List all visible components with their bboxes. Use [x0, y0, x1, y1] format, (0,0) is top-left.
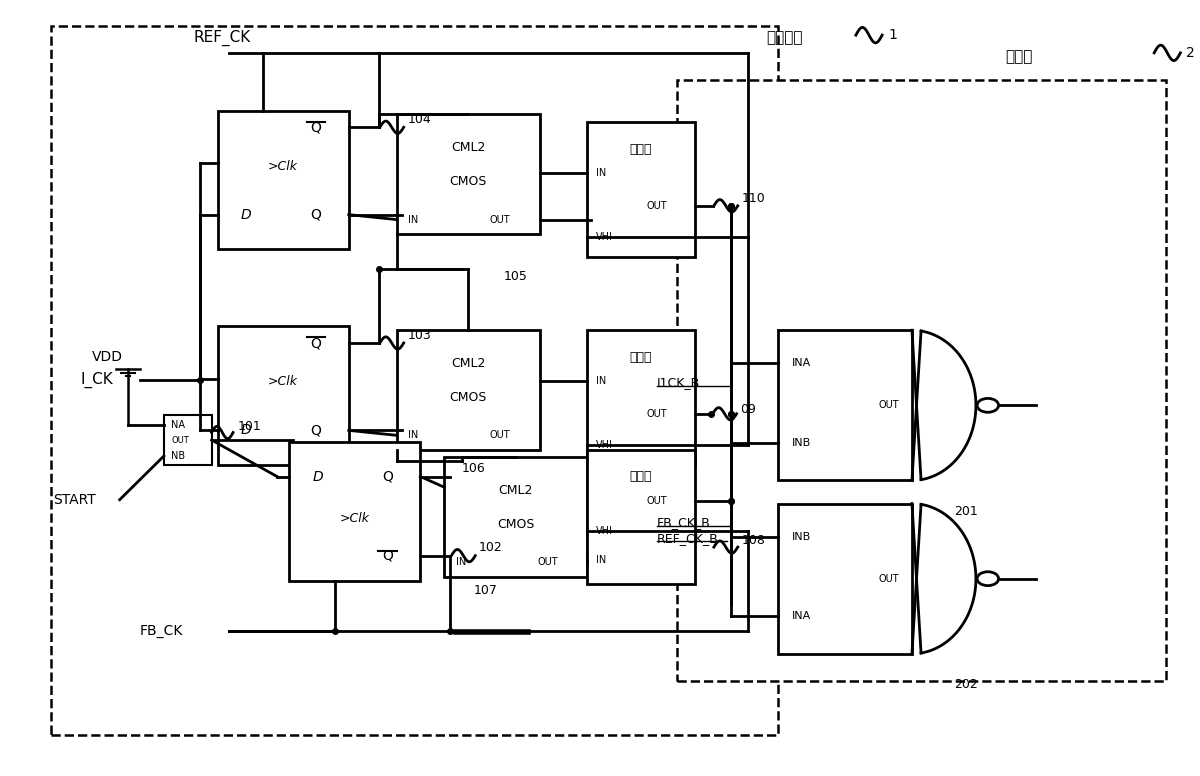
Text: CMOS: CMOS [450, 175, 487, 188]
Text: OUT: OUT [647, 409, 667, 419]
Text: REF_CK: REF_CK [193, 29, 251, 46]
Text: IN: IN [596, 376, 606, 386]
Text: 2: 2 [1187, 46, 1195, 60]
Text: 107: 107 [474, 584, 498, 597]
Text: Q: Q [311, 208, 322, 222]
Text: FB_CK_B: FB_CK_B [656, 516, 710, 529]
Bar [50, 26, 779, 735]
Bar [289, 442, 420, 580]
Text: CML2: CML2 [451, 141, 485, 154]
Text: 108: 108 [742, 535, 766, 547]
Bar [164, 415, 211, 465]
Bar [677, 80, 1166, 681]
Text: 202: 202 [954, 678, 978, 691]
Text: >Clk: >Clk [268, 376, 298, 388]
Text: I1CK_B: I1CK_B [656, 376, 700, 390]
Text: NA: NA [172, 420, 185, 430]
Text: D: D [313, 469, 323, 483]
Text: 110: 110 [742, 192, 766, 205]
Text: IN: IN [456, 557, 466, 567]
Text: IN: IN [596, 168, 606, 178]
Text: IN: IN [596, 555, 606, 565]
Bar [588, 331, 695, 465]
Text: Q: Q [382, 469, 394, 483]
Text: D: D [241, 208, 252, 222]
Text: Q: Q [311, 120, 322, 134]
Text: CMOS: CMOS [497, 518, 534, 531]
Bar [396, 331, 540, 449]
Text: OUT: OUT [647, 201, 667, 211]
Text: 106: 106 [462, 462, 486, 476]
Bar [588, 449, 695, 584]
Text: OUT: OUT [878, 573, 899, 584]
Text: OUT: OUT [878, 400, 899, 411]
Text: IN: IN [408, 431, 419, 440]
Bar [217, 327, 349, 465]
Text: 1: 1 [888, 28, 896, 42]
Text: 105: 105 [504, 270, 528, 282]
Text: OUT: OUT [490, 431, 510, 440]
Text: 缓冲器: 缓冲器 [630, 470, 653, 483]
Text: NB: NB [172, 451, 185, 461]
Text: INA: INA [792, 359, 811, 369]
Bar [444, 457, 588, 577]
Text: REF_CK_B: REF_CK_B [656, 532, 719, 545]
Text: 09: 09 [740, 404, 756, 417]
Text: START: START [53, 493, 96, 507]
Text: INA: INA [792, 611, 811, 622]
Text: OUT: OUT [647, 496, 667, 506]
Text: VHI: VHI [596, 440, 613, 450]
Text: OUT: OUT [172, 435, 188, 445]
Text: INB: INB [792, 438, 811, 448]
Bar [588, 122, 695, 257]
Text: 缓冲器: 缓冲器 [630, 351, 653, 364]
Bar [217, 111, 349, 249]
Text: 鉴相器: 鉴相器 [1006, 49, 1032, 64]
Text: 101: 101 [238, 420, 262, 433]
Text: CML2: CML2 [451, 357, 485, 370]
Text: IN: IN [408, 215, 419, 224]
Text: OUT: OUT [490, 215, 510, 224]
Text: 201: 201 [954, 504, 978, 518]
Bar [396, 115, 540, 234]
Text: 103: 103 [407, 329, 431, 341]
Text: CML2: CML2 [499, 484, 533, 497]
Text: >Clk: >Clk [268, 160, 298, 172]
Text: 104: 104 [407, 113, 431, 126]
Text: Q: Q [311, 424, 322, 438]
Text: INB: INB [792, 532, 811, 542]
Text: VDD: VDD [92, 350, 124, 364]
Text: >Clk: >Clk [340, 511, 370, 525]
Text: D: D [241, 424, 252, 438]
Text: 启动电路: 启动电路 [767, 30, 803, 45]
Bar [779, 504, 912, 654]
Bar [779, 331, 912, 480]
Text: VHI: VHI [596, 232, 613, 242]
Text: FB_CK: FB_CK [140, 624, 184, 638]
Text: OUT: OUT [538, 557, 558, 567]
Text: VHI: VHI [596, 525, 613, 535]
Text: Q: Q [311, 336, 322, 350]
Text: CMOS: CMOS [450, 390, 487, 404]
Text: 缓冲器: 缓冲器 [630, 143, 653, 156]
Text: Q: Q [382, 549, 394, 563]
Text: I_CK: I_CK [80, 372, 113, 389]
Text: 102: 102 [479, 542, 503, 554]
